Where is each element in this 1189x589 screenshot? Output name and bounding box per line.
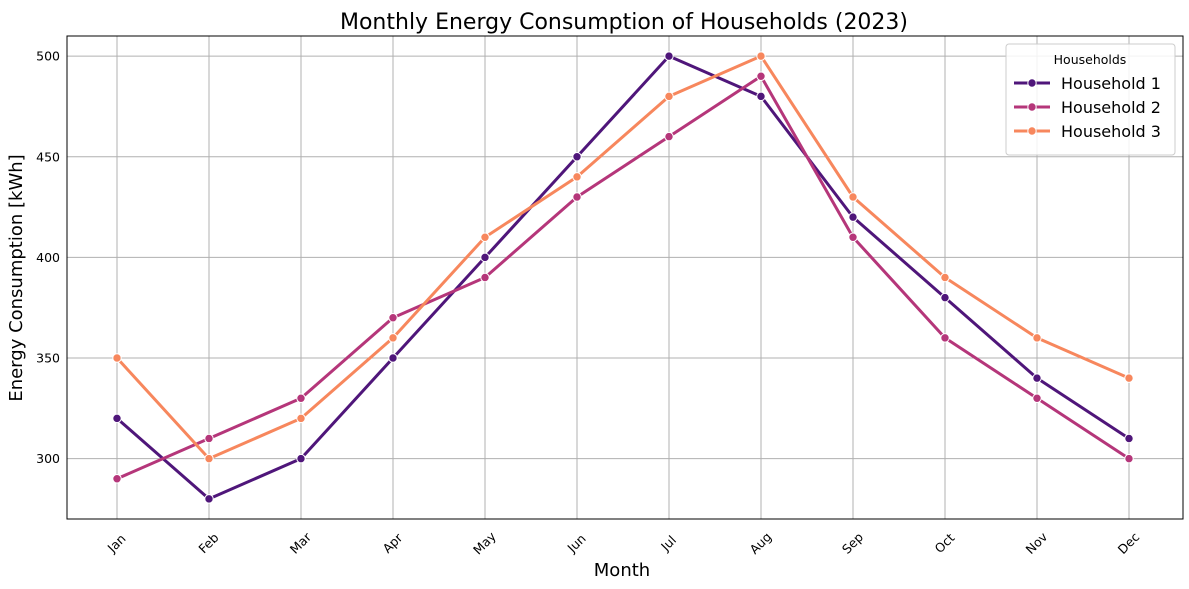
data-point xyxy=(940,292,950,303)
x-tick-label: Oct xyxy=(932,530,958,556)
legend-entry: Household 3 xyxy=(1014,122,1161,141)
series-lines xyxy=(112,51,1134,504)
legend-marker xyxy=(1027,78,1037,88)
data-point xyxy=(388,333,398,343)
data-point xyxy=(664,131,674,142)
data-point xyxy=(480,252,490,263)
x-tick-label: Jun xyxy=(564,531,589,556)
data-point xyxy=(112,353,122,363)
y-tick-label: 500 xyxy=(36,49,60,64)
data-point xyxy=(480,272,490,283)
data-point xyxy=(480,232,490,242)
legend-title: Households xyxy=(1054,52,1127,67)
data-point xyxy=(756,71,766,81)
data-point xyxy=(572,152,582,162)
y-tick-label: 300 xyxy=(36,451,60,466)
series-1 xyxy=(112,51,1134,504)
x-tick-label: Sep xyxy=(839,529,866,556)
x-axis-label: Month xyxy=(594,560,650,581)
data-point xyxy=(204,433,214,444)
data-point xyxy=(112,413,122,424)
data-point xyxy=(388,353,398,363)
data-point xyxy=(940,333,950,343)
series-line xyxy=(115,54,1131,501)
data-point xyxy=(572,192,582,202)
data-point xyxy=(296,453,306,464)
x-tick-label: Aug xyxy=(747,529,775,557)
x-tick-label: Apr xyxy=(380,530,407,557)
data-point xyxy=(204,453,214,464)
x-tick-label: Jan xyxy=(104,531,129,556)
data-point xyxy=(940,272,950,283)
data-point xyxy=(1124,373,1134,383)
x-tick-label: Dec xyxy=(1115,529,1143,557)
data-point xyxy=(296,413,306,424)
series-3 xyxy=(112,51,1134,464)
legend-entry: Household 1 xyxy=(1014,74,1161,93)
series-2 xyxy=(112,71,1134,484)
legend-label: Household 1 xyxy=(1061,74,1161,93)
data-point xyxy=(848,192,858,202)
plot-area xyxy=(66,35,1184,520)
data-point xyxy=(1124,453,1134,464)
y-tick-label: 350 xyxy=(36,351,60,366)
data-point xyxy=(756,91,766,102)
x-tick-label: Jul xyxy=(657,532,679,554)
data-point xyxy=(756,51,766,61)
legend-label: Household 2 xyxy=(1061,98,1161,117)
legend-label: Household 3 xyxy=(1061,122,1161,141)
legend-box xyxy=(1005,43,1176,156)
data-point xyxy=(1032,333,1042,343)
data-point xyxy=(112,474,122,484)
data-point xyxy=(1032,393,1042,403)
data-point xyxy=(204,494,214,504)
y-axis-label: Energy Consumption [kWh] xyxy=(6,154,27,401)
x-tick-label: May xyxy=(470,528,499,557)
legend-entries: Household 1 Household 2 Household 3 xyxy=(1014,74,1161,141)
y-tick-label: 400 xyxy=(36,250,60,265)
data-point xyxy=(572,172,582,182)
data-point xyxy=(664,91,674,102)
axis-ticks: Jan Feb Mar Apr May Jun Jul Aug Sep Oct Nov Dec 300 3… xyxy=(36,49,1142,558)
data-point xyxy=(848,232,858,242)
x-tick-label: Feb xyxy=(195,530,221,556)
x-tick-label: Nov xyxy=(1023,529,1051,557)
chart-title: Monthly Energy Consumption of Households… xyxy=(340,10,908,35)
data-point xyxy=(1124,433,1134,444)
data-point xyxy=(1032,373,1042,383)
data-point xyxy=(848,212,858,222)
y-tick-label: 450 xyxy=(36,149,60,164)
data-point xyxy=(664,51,674,61)
legend-marker xyxy=(1027,102,1037,112)
series-line xyxy=(115,54,1131,461)
legend-entry: Household 2 xyxy=(1014,98,1161,117)
data-point xyxy=(388,313,398,323)
x-tick-label: Mar xyxy=(287,529,315,557)
series-line xyxy=(115,74,1131,481)
legend-marker xyxy=(1027,126,1037,136)
data-point xyxy=(296,393,306,403)
